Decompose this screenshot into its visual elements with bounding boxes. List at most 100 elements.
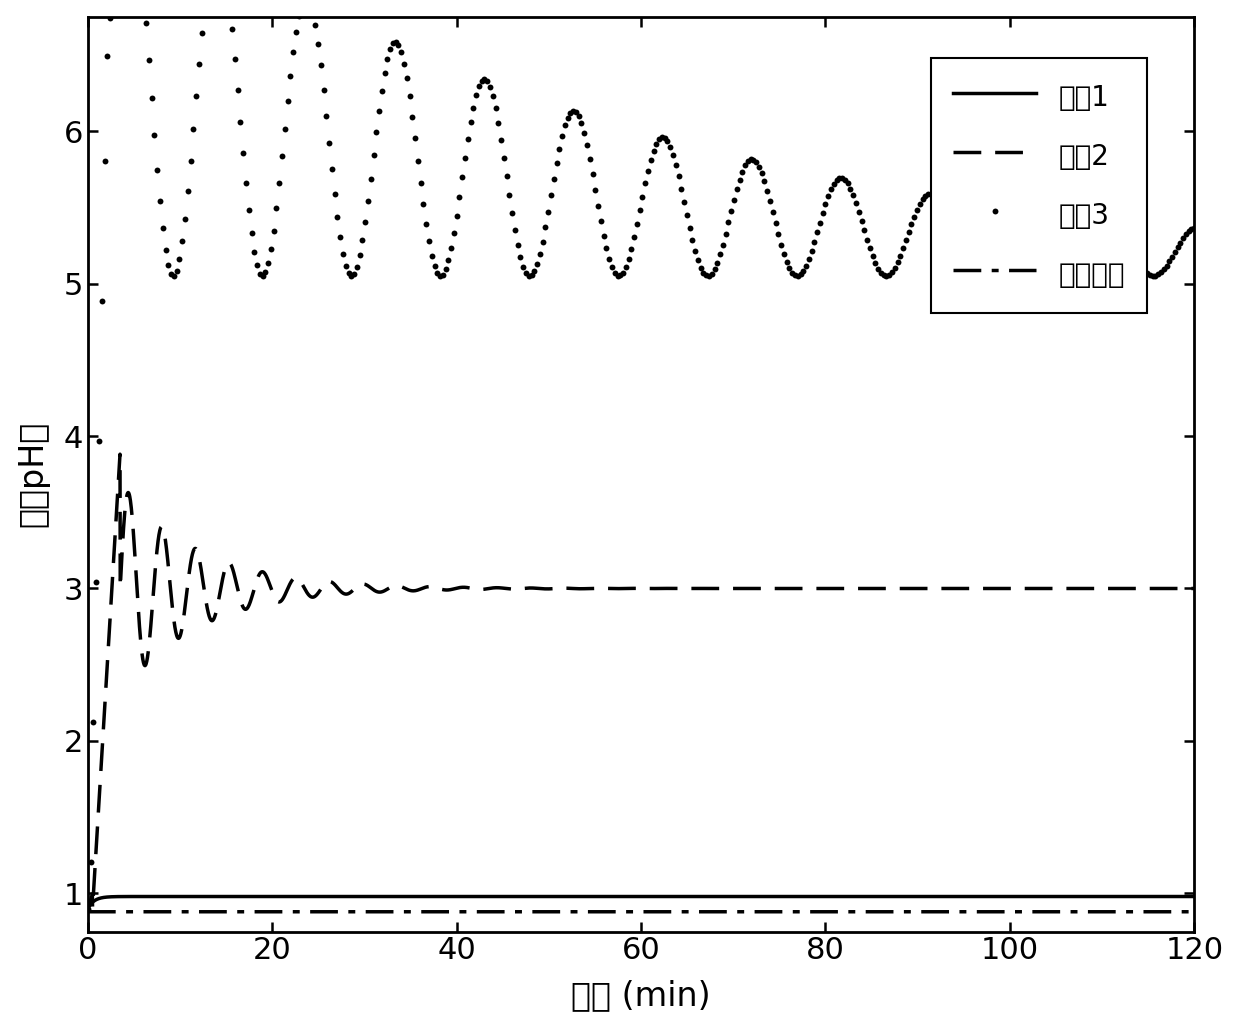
示例3: [697, 268, 717, 284]
示例3: [156, 242, 176, 258]
示例3: [832, 170, 852, 186]
示例3: [852, 213, 872, 229]
示例3: [613, 264, 632, 281]
示例3: [303, 3, 322, 20]
示例3: [1168, 239, 1188, 255]
示例3: [405, 130, 425, 146]
示例3: [145, 127, 165, 143]
示例3: [1148, 267, 1168, 283]
示例3: [372, 82, 392, 99]
示例3: [502, 205, 522, 221]
示例3: [439, 252, 459, 269]
示例3: [1021, 209, 1040, 225]
示例3: [563, 103, 583, 119]
示例3: [98, 48, 118, 65]
示例3: [702, 265, 722, 282]
示例3: [1032, 234, 1052, 250]
示例1: [744, 890, 759, 902]
示例3: [569, 108, 589, 125]
示例3: [827, 172, 847, 188]
示例3: [918, 185, 937, 202]
示例2: [1187, 582, 1202, 595]
示例3: [236, 175, 255, 191]
示例3: [278, 94, 298, 110]
示例3: [394, 56, 414, 72]
示例3: [1070, 250, 1090, 267]
示例3: [791, 267, 811, 283]
示例3: [1090, 214, 1110, 230]
示例3: [1049, 264, 1069, 281]
示例3: [480, 78, 500, 95]
示例3: [219, 0, 239, 11]
示例3: [166, 262, 186, 279]
示例3: [758, 182, 777, 199]
示例3: [403, 108, 423, 125]
示例3: [787, 268, 807, 284]
示例3: [818, 187, 838, 204]
示例3: [668, 168, 688, 184]
示例3: [81, 853, 100, 870]
示例3: [188, 56, 208, 72]
示例3: [693, 264, 713, 281]
示例3: [957, 261, 977, 278]
示例3: [955, 256, 975, 273]
示例3: [1092, 212, 1112, 228]
示例3: [175, 210, 195, 226]
示例3: [577, 137, 596, 153]
示例3: [675, 193, 694, 210]
示例3: [150, 193, 170, 210]
示例3: [527, 256, 547, 273]
示例3: [170, 251, 190, 268]
示例3: [275, 120, 295, 137]
示例3: [632, 188, 652, 205]
示例3: [529, 246, 549, 262]
示例3: [708, 254, 728, 271]
Y-axis label: 溶液pH値: 溶液pH値: [16, 421, 50, 527]
示例3: [849, 204, 869, 220]
示例3: [740, 151, 760, 168]
示例3: [556, 117, 575, 134]
示例3: [890, 248, 910, 264]
示例3: [680, 220, 699, 237]
示例2: [81, 902, 95, 915]
示例3: [319, 135, 339, 151]
示例3: [859, 240, 879, 256]
示例3: [1182, 221, 1202, 238]
示例3: [580, 151, 600, 168]
示例3: [1135, 262, 1154, 279]
示例3: [1179, 223, 1199, 240]
示例3: [272, 148, 291, 165]
示例3: [458, 132, 477, 148]
示例3: [419, 234, 439, 250]
示例3: [843, 187, 863, 204]
示例3: [899, 224, 919, 241]
示例3: [341, 268, 361, 284]
示例1: [800, 890, 815, 902]
示例3: [1151, 264, 1171, 281]
示例3: [650, 131, 670, 147]
示例3: [594, 227, 614, 244]
示例1: [81, 902, 95, 915]
示例3: [924, 186, 944, 203]
示例3: [588, 198, 608, 214]
示例3: [1065, 259, 1085, 276]
示例3: [1132, 258, 1152, 275]
示例1: [503, 890, 518, 902]
示例3: [388, 37, 408, 54]
示例3: [835, 172, 854, 188]
示例3: [713, 237, 733, 253]
示例3: [280, 67, 300, 83]
示例3: [937, 213, 957, 229]
示例3: [1121, 239, 1141, 255]
示例3: [993, 218, 1013, 235]
示例3: [339, 265, 358, 282]
示例3: [460, 114, 480, 131]
示例3: [305, 17, 325, 34]
示例2: [991, 582, 1006, 595]
示例3: [294, 0, 314, 7]
示例3: [1143, 268, 1163, 284]
示例3: [1085, 222, 1105, 239]
示例3: [796, 257, 816, 274]
示例3: [549, 141, 569, 157]
示例3: [397, 70, 417, 86]
